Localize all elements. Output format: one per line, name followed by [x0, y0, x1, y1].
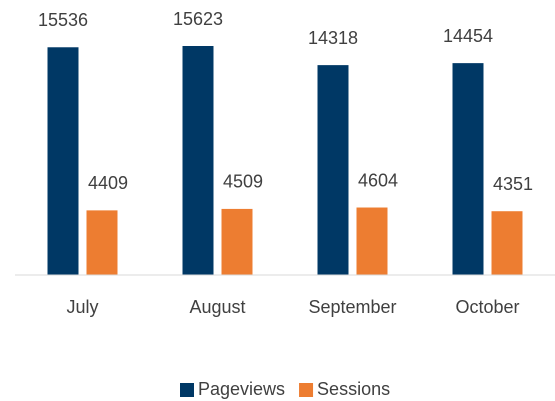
bar — [47, 47, 79, 275]
data-label: 15536 — [38, 10, 88, 30]
bar — [491, 211, 523, 275]
bar — [86, 210, 118, 275]
x-tick-label: August — [189, 297, 245, 317]
legend-swatch — [180, 383, 194, 397]
bar — [452, 63, 484, 275]
data-label: 14454 — [443, 26, 493, 46]
legend-label: Pageviews — [198, 379, 285, 399]
legend-swatch — [299, 383, 314, 397]
bar — [356, 207, 388, 275]
data-label: 4509 — [223, 172, 263, 192]
bar — [221, 208, 253, 275]
data-label: 4351 — [493, 174, 533, 194]
data-label: 4604 — [358, 170, 398, 190]
x-tick-label: October — [455, 297, 519, 317]
data-label: 15623 — [173, 9, 223, 29]
data-label: 4409 — [88, 173, 128, 193]
legend-label: Sessions — [317, 379, 390, 399]
bar — [182, 46, 214, 275]
x-tick-label: September — [308, 297, 396, 317]
bar — [317, 65, 349, 275]
data-label: 14318 — [308, 28, 358, 48]
x-tick-label: July — [66, 297, 98, 317]
